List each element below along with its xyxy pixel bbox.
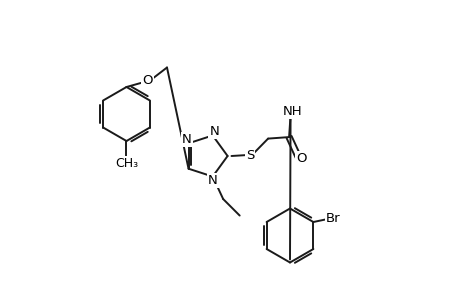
Text: S: S: [246, 148, 254, 162]
Text: CH₃: CH₃: [115, 157, 138, 170]
Text: O: O: [296, 152, 306, 165]
Text: NH: NH: [282, 105, 301, 118]
Text: O: O: [142, 74, 152, 88]
Text: N: N: [209, 125, 218, 138]
Text: N: N: [207, 174, 217, 187]
Text: N: N: [182, 133, 191, 146]
Text: Br: Br: [325, 212, 340, 225]
